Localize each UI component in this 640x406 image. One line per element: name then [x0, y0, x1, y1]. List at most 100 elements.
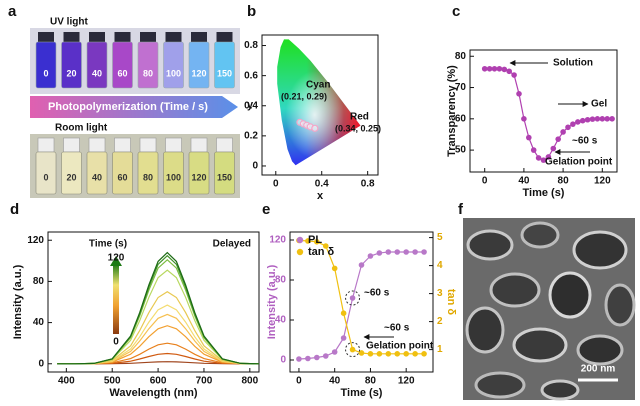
marker: [349, 295, 356, 301]
y-tick-label: 0.4: [244, 100, 258, 111]
sem-image: [463, 218, 636, 401]
marker: [506, 68, 512, 75]
x-tick-label: 40: [329, 376, 341, 387]
y-axis-label: Intensity (a.u.): [266, 264, 278, 339]
y-tick-label: 80: [455, 51, 467, 62]
y-tick-label: 0.6: [244, 70, 258, 81]
marker: [322, 353, 329, 359]
annotation: ~60 s: [364, 288, 390, 299]
vial: [214, 151, 235, 195]
series-line: [57, 269, 260, 365]
vial-label: 150: [217, 68, 232, 78]
vial: [61, 41, 82, 89]
y-tick-label: 80: [33, 276, 45, 287]
plot-frame: [47, 231, 260, 373]
annotation: Gel: [591, 99, 607, 110]
annotation: Gelation point: [545, 157, 613, 168]
vial-label: 0: [43, 68, 48, 78]
vial: [188, 151, 210, 195]
y-tick-label: 40: [33, 317, 45, 328]
y2-tick-label: 4: [437, 260, 443, 271]
vial: [188, 41, 210, 89]
vial-cap: [165, 137, 182, 153]
marker: [575, 119, 581, 125]
marker: [579, 117, 586, 124]
x-axis-label: Time (s): [341, 387, 383, 399]
annotation: Red: [350, 112, 369, 123]
vial: [35, 151, 57, 195]
vial: [137, 41, 159, 89]
y-tick-label: 50: [455, 145, 467, 156]
x-tick-label: 80: [365, 376, 377, 387]
x-tick-label: 120: [398, 376, 415, 387]
marker: [314, 239, 320, 245]
plot-frame: [469, 49, 618, 173]
vial: [163, 41, 184, 89]
marker: [516, 90, 522, 97]
y-axis-label: Intensity (a.u.): [12, 264, 24, 339]
x-tick-label: 0.8: [361, 179, 375, 190]
vial-label: 150: [217, 172, 232, 182]
x-tick-label: 40: [518, 176, 530, 187]
y-tick-label: 0: [38, 358, 44, 369]
series-line: [57, 304, 260, 365]
marker: [526, 134, 532, 141]
y-tick-label: 80: [275, 275, 287, 286]
highlight: [345, 342, 361, 358]
marker: [545, 154, 552, 160]
vial-cap: [216, 32, 233, 42]
colorbar-arrow: [110, 256, 122, 266]
marker: [403, 249, 409, 255]
marker: [481, 65, 488, 72]
x-tick-label: 0: [296, 376, 302, 387]
marker: [540, 157, 547, 163]
panel-label: f: [458, 201, 464, 218]
marker: [296, 356, 302, 362]
y-axis-label: Transparency (%): [446, 65, 458, 157]
marker: [535, 155, 542, 161]
y2-tick-label: 5: [437, 232, 443, 243]
vial-cap: [190, 137, 208, 153]
vial-label: 40: [92, 68, 102, 78]
annotation: ~60 s: [572, 136, 598, 147]
vial: [112, 151, 133, 195]
vial: [35, 41, 57, 89]
vial: [86, 151, 108, 195]
vial: [137, 151, 159, 195]
marker: [322, 243, 329, 249]
marker: [412, 249, 418, 255]
vial-label: 80: [143, 68, 153, 78]
marker: [385, 249, 392, 255]
x-tick-label: 500: [104, 376, 121, 387]
y2-tick-label: 2: [437, 316, 443, 327]
vial-label: 20: [66, 172, 76, 182]
vial-cap: [191, 32, 207, 42]
marker: [340, 310, 347, 317]
y2-tick-label: 1: [437, 344, 443, 355]
x-tick-label: 120: [594, 176, 611, 187]
x-tick-label: 0: [482, 176, 488, 187]
marker: [358, 262, 365, 268]
marker: [599, 116, 606, 122]
vial-label: 60: [117, 68, 127, 78]
marker: [496, 65, 503, 72]
vial: [61, 151, 82, 195]
x-tick-label: 0: [273, 179, 279, 190]
panel-label: e: [262, 201, 270, 218]
vial-label: 60: [117, 172, 127, 182]
y-tick-label: 0: [252, 161, 258, 172]
marker: [394, 351, 401, 357]
annotation: Cyan: [306, 80, 330, 91]
vial-cap: [165, 32, 182, 42]
colorbar-tick: 0: [113, 337, 119, 348]
marker: [491, 65, 498, 72]
marker: [594, 116, 601, 122]
marker: [565, 124, 571, 131]
x-axis-label: x: [317, 190, 324, 202]
x-tick-label: 600: [150, 376, 167, 387]
arrow-band: [30, 96, 238, 118]
x-tick-label: 0.4: [315, 179, 329, 190]
plot-frame: [289, 231, 434, 373]
annotation: Gelation point: [366, 341, 434, 352]
